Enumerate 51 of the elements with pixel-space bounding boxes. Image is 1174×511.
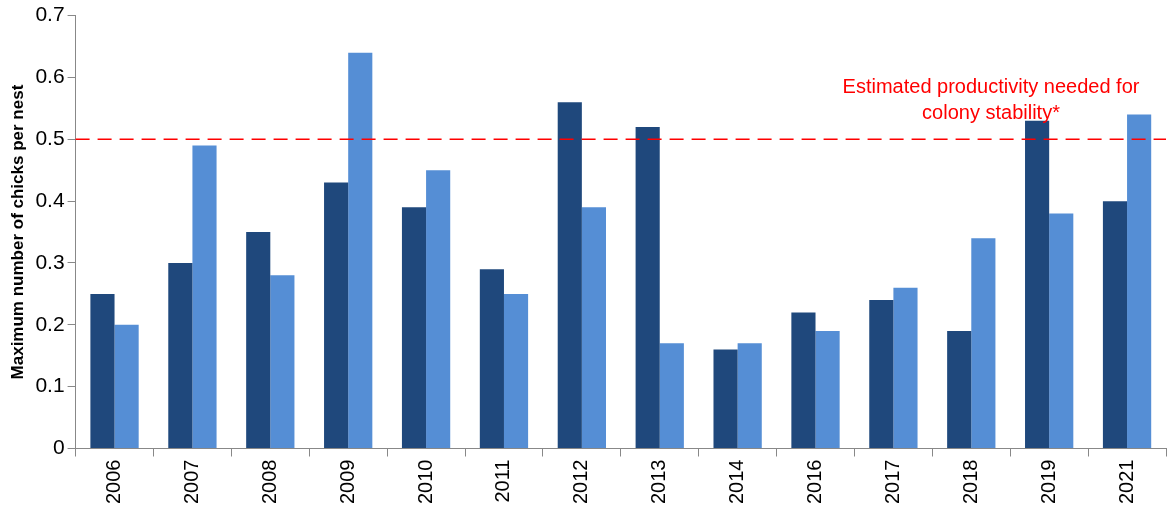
bar — [90, 293, 115, 449]
bar — [893, 287, 918, 449]
x-tick-label: 2009 — [335, 459, 358, 505]
y-tick-label: 0.7 — [35, 2, 65, 26]
y-tick-label: 0.4 — [35, 187, 65, 211]
x-tick-label: 2011 — [491, 459, 514, 503]
bar — [737, 343, 762, 449]
bar — [192, 145, 217, 449]
y-tick-label: 0.2 — [35, 311, 65, 335]
y-tick-label: 0.6 — [35, 64, 65, 88]
bar — [246, 232, 271, 449]
bar — [947, 331, 972, 449]
bar — [869, 300, 894, 449]
x-tick-label: 2012 — [569, 459, 592, 505]
bar — [324, 182, 349, 449]
bar — [791, 312, 816, 449]
y-axis-title: Maximum number of chicks per nest — [7, 84, 27, 380]
bar — [581, 207, 606, 449]
bar — [503, 293, 529, 449]
bar — [659, 343, 684, 449]
x-tick-label: 2007 — [179, 459, 202, 505]
x-tick-label: 2010 — [413, 459, 436, 505]
bar — [1127, 114, 1152, 449]
bar — [479, 269, 504, 449]
x-tick-label: 2019 — [1036, 459, 1059, 505]
x-tick-label: 2008 — [257, 459, 280, 505]
bar — [348, 52, 373, 449]
bar — [168, 262, 193, 449]
x-tick-label: 2013 — [647, 459, 670, 505]
y-tick-label: 0.3 — [35, 249, 65, 273]
bar — [971, 238, 996, 449]
bar — [401, 207, 427, 449]
bar — [713, 349, 738, 449]
x-tick-label: 2017 — [880, 459, 903, 505]
bar — [1102, 201, 1128, 449]
x-tick-label: 2014 — [725, 459, 748, 505]
bar — [1049, 213, 1074, 449]
x-tick-label: 2021 — [1114, 459, 1137, 505]
bar — [426, 170, 451, 449]
bar — [270, 275, 295, 449]
y-tick-label: 0.1 — [35, 373, 65, 397]
bar — [114, 324, 139, 449]
x-tick-label: 2018 — [958, 459, 981, 505]
ref-line-label: Estimated productivity needed for colony stability* — [842, 75, 1140, 124]
bar — [815, 331, 840, 449]
bar — [635, 126, 660, 449]
x-tick-label: 2006 — [102, 459, 125, 505]
bar — [557, 102, 582, 449]
y-tick-label: 0.5 — [35, 126, 65, 150]
x-tick-label: 2016 — [803, 459, 826, 505]
y-tick-label: 0 — [52, 435, 65, 459]
